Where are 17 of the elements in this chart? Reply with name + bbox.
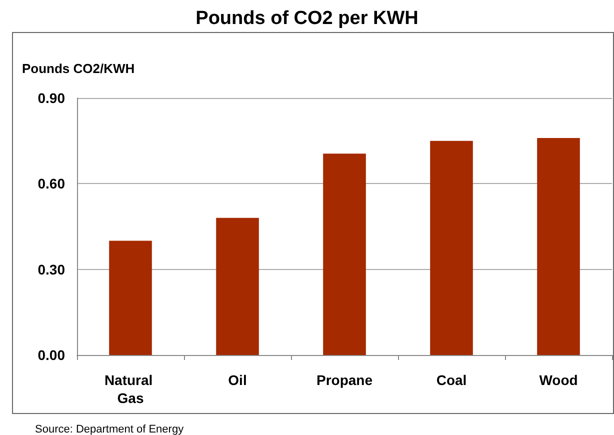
bar [109,240,152,355]
bar [216,218,259,355]
y-tick-label: 0.00 [38,347,66,363]
y-tick-label: 0.90 [38,90,66,106]
y-tick-label: 0.60 [38,176,66,192]
chart-title: Pounds of CO2 per KWH [196,8,418,29]
x-tick-label: Oil [228,372,247,388]
y-tick-label: 0.30 [38,261,66,278]
x-tick-label: Natural Gas [104,372,157,406]
y-axis-title: Pounds CO2/KWH [22,61,135,76]
x-tick-label: Coal [436,372,467,388]
x-tick-label: Propane [316,372,373,388]
x-tick-label: Wood [539,372,578,388]
bar [537,138,580,355]
source-note: Source: Department of Energy [35,424,184,435]
bar [323,154,366,355]
bar [430,140,473,355]
